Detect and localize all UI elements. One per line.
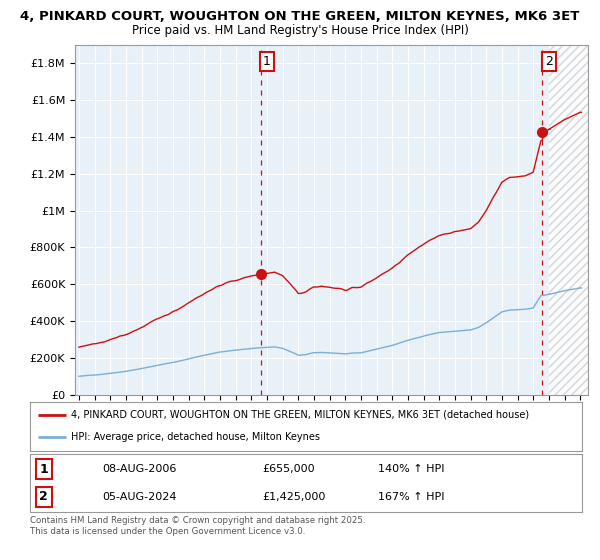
Text: 140% ↑ HPI: 140% ↑ HPI xyxy=(378,464,444,474)
Text: Contains HM Land Registry data © Crown copyright and database right 2025.
This d: Contains HM Land Registry data © Crown c… xyxy=(30,516,365,536)
Text: 05-AUG-2024: 05-AUG-2024 xyxy=(102,492,176,502)
Text: 2: 2 xyxy=(545,55,553,68)
Text: £1,425,000: £1,425,000 xyxy=(262,492,325,502)
Text: 167% ↑ HPI: 167% ↑ HPI xyxy=(378,492,444,502)
Text: 2: 2 xyxy=(40,490,48,503)
Text: 08-AUG-2006: 08-AUG-2006 xyxy=(102,464,176,474)
Text: 4, PINKARD COURT, WOUGHTON ON THE GREEN, MILTON KEYNES, MK6 3ET (detached house): 4, PINKARD COURT, WOUGHTON ON THE GREEN,… xyxy=(71,410,530,420)
Text: 1: 1 xyxy=(263,55,271,68)
Text: 1: 1 xyxy=(40,463,48,476)
Text: Price paid vs. HM Land Registry's House Price Index (HPI): Price paid vs. HM Land Registry's House … xyxy=(131,24,469,36)
Text: 4, PINKARD COURT, WOUGHTON ON THE GREEN, MILTON KEYNES, MK6 3ET: 4, PINKARD COURT, WOUGHTON ON THE GREEN,… xyxy=(20,10,580,23)
Text: £655,000: £655,000 xyxy=(262,464,314,474)
Bar xyxy=(549,45,588,395)
Text: HPI: Average price, detached house, Milton Keynes: HPI: Average price, detached house, Milt… xyxy=(71,432,320,442)
